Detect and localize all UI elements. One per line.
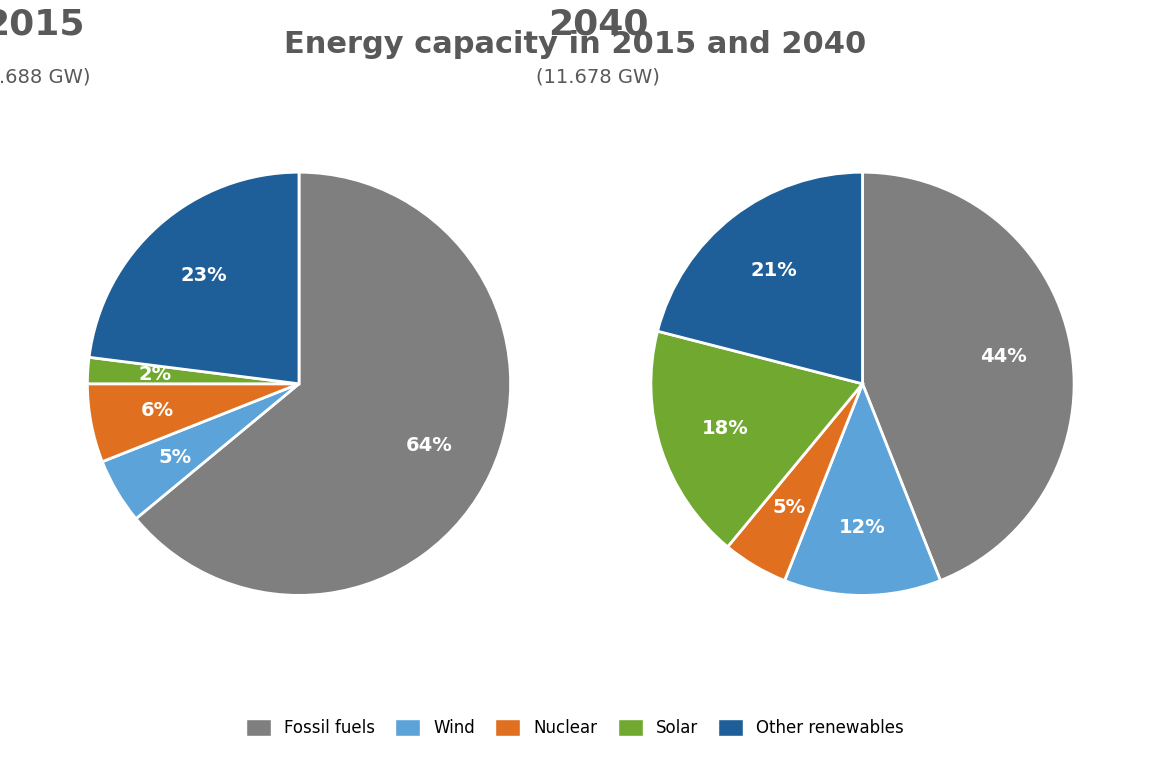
Text: 21%: 21% [751,261,798,280]
Text: (11.678 GW): (11.678 GW) [536,68,660,87]
Wedge shape [658,173,862,384]
Text: 12%: 12% [840,518,886,537]
Text: 44%: 44% [981,347,1027,366]
Wedge shape [728,384,862,581]
Text: 64%: 64% [406,435,453,454]
Wedge shape [136,173,511,595]
Text: 5%: 5% [159,448,192,467]
Legend: Fossil fuels, Wind, Nuclear, Solar, Other renewables: Fossil fuels, Wind, Nuclear, Solar, Othe… [239,713,911,744]
Wedge shape [651,331,862,547]
Text: 2%: 2% [139,366,172,385]
Text: Energy capacity in 2015 and 2040: Energy capacity in 2015 and 2040 [284,30,866,59]
Wedge shape [862,173,1074,581]
Text: 5%: 5% [773,498,806,517]
Wedge shape [87,384,299,461]
Wedge shape [102,384,299,518]
Text: 6%: 6% [141,401,174,420]
Text: 23%: 23% [181,266,228,285]
Wedge shape [784,384,941,595]
Wedge shape [89,173,299,384]
Text: 2015: 2015 [0,7,85,41]
Text: 18%: 18% [703,419,749,438]
Wedge shape [87,357,299,384]
Text: 2040: 2040 [547,7,649,41]
Text: (6.688 GW): (6.688 GW) [0,68,90,87]
